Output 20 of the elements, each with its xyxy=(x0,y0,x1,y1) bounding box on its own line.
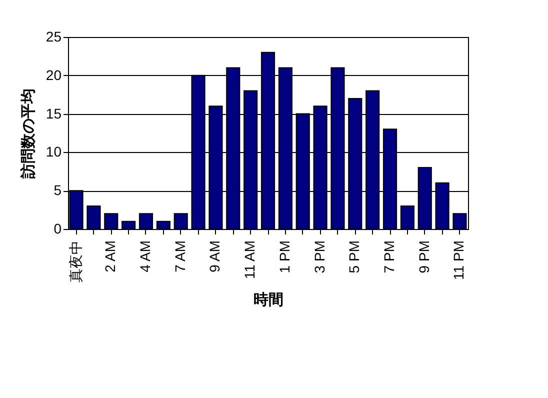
x-tick-label: 1 PM xyxy=(276,240,292,274)
y-axis-title: 訪問数の平均 xyxy=(18,88,37,180)
y-tick-label: 0 xyxy=(54,220,62,236)
y-tick-label: 10 xyxy=(46,144,62,160)
x-tick-label: 4 AM xyxy=(136,240,153,272)
x-tick-label: 9 PM xyxy=(416,240,432,274)
x-axis-title: 時間 xyxy=(254,292,284,308)
x-tick-label: 5 PM xyxy=(346,240,362,274)
x-tick-label: 2 AM xyxy=(102,240,118,272)
x-tick-label: 7 PM xyxy=(381,240,398,274)
y-tick-label: 15 xyxy=(46,105,62,122)
x-tick-label: 9 AM xyxy=(206,240,223,272)
x-tick-label: 真夜中 xyxy=(67,240,84,282)
x-tick-label: 7 AM xyxy=(172,240,188,272)
y-tick-label: 5 xyxy=(54,182,62,198)
x-tick-label: 11 AM xyxy=(242,240,258,280)
y-tick-label: 25 xyxy=(46,28,62,44)
x-tick-label: 11 PM xyxy=(450,240,467,280)
x-tick-label: 3 PM xyxy=(311,240,328,274)
y-tick-label: 20 xyxy=(46,66,62,83)
